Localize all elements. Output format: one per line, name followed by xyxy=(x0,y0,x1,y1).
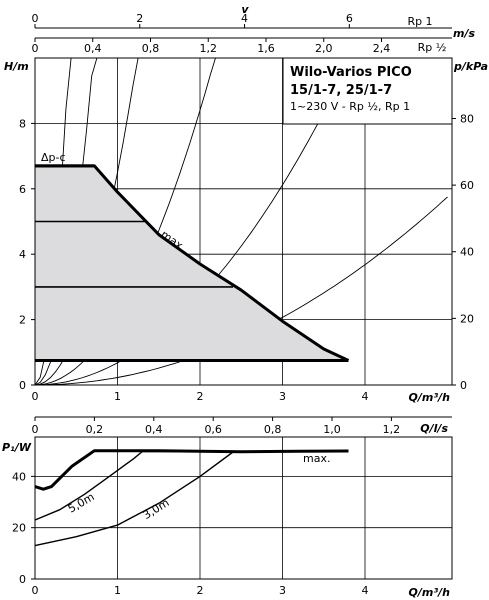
power-plot-frame xyxy=(34,436,453,580)
pressure-tick-label: 60 xyxy=(460,179,474,192)
max-head-curve xyxy=(35,164,350,362)
velocity-axis-rp1: 0 2 4 6 v Rp 1 m/s xyxy=(32,3,476,40)
flow-ls-tick-label: 0,4 xyxy=(145,423,163,436)
head-y-tick-label: 0 xyxy=(19,379,26,392)
title-line-2: 15/1-7, 25/1-7 xyxy=(290,83,392,98)
velocity-rp-half-tick-label: 1,6 xyxy=(257,42,275,55)
head-x-tick-label: 1 xyxy=(114,390,121,403)
velocity-rp-half-tick-label: 0,8 xyxy=(142,42,160,55)
pressure-axis-label: p/kPa xyxy=(453,60,488,73)
velocity-rp1-tick-label: 4 xyxy=(241,12,248,25)
power-chart: 0 0,2 0,4 0,6 0,8 1,0 1,2 Q/l/s 0 1 2 3 4 0 20 40 P₁… xyxy=(2,416,453,599)
velocity-rp-half-tick-label: 2,0 xyxy=(315,42,333,55)
power-x-tick-label: 0 xyxy=(32,584,39,597)
power-x-tick-label: 4 xyxy=(362,584,369,597)
head-x-axis-label: Q/m³/h xyxy=(409,391,451,404)
pressure-tick-label: 0 xyxy=(460,379,467,392)
head-y-tick-label: 8 xyxy=(19,117,26,130)
flow-ls-tick-label: 0,2 xyxy=(86,423,104,436)
flow-ls-tick-label: 0,6 xyxy=(204,423,222,436)
pressure-tick-label: 20 xyxy=(460,312,474,325)
power-series-label-5m: 5,0m xyxy=(66,490,97,515)
power-series-label-max: max. xyxy=(303,452,330,465)
power-y-tick-label: 40 xyxy=(12,470,26,483)
head-plot-frame xyxy=(34,57,453,386)
power-series-line xyxy=(34,450,234,521)
velocity-axis-rp-half-pipe: Rp ½ xyxy=(418,41,447,54)
mode-label: Δp-c xyxy=(41,151,66,164)
velocity-rp1-tick-label: 2 xyxy=(136,12,143,25)
title-line-3: 1~230 V - Rp ½, Rp 1 xyxy=(290,100,410,113)
power-series-line xyxy=(34,449,349,491)
head-x-tick-label: 3 xyxy=(279,390,286,403)
velocity-axis-label: v xyxy=(241,3,249,16)
power-y-tick-label: 20 xyxy=(12,522,26,535)
power-series-line xyxy=(34,451,234,547)
velocity-rp-half-tick-label: 1,2 xyxy=(200,42,218,55)
power-series-label-3m: 3,0m xyxy=(141,496,172,522)
power-x-tick-label: 3 xyxy=(279,584,286,597)
head-x-tick-label: 0 xyxy=(32,390,39,403)
flow-ls-tick-label: 1,0 xyxy=(323,423,341,436)
pressure-tick-label: 40 xyxy=(460,246,474,259)
velocity-rp-half-tick-label: 2,4 xyxy=(373,42,391,55)
velocity-rp-half-tick-label: 0 xyxy=(32,42,39,55)
velocity-axis-rp1-unit: m/s xyxy=(453,27,475,40)
power-x-tick-label: 1 xyxy=(114,584,121,597)
head-chart: 0 1 2 3 4 0 2 4 6 8 0 20 40 60 80 H/m p/kPa Q/m³/h Δ… xyxy=(4,57,488,404)
velocity-rp1-tick-label: 6 xyxy=(346,12,353,25)
power-y-axis-label: P₁/W xyxy=(2,441,32,454)
velocity-rp1-tick-label: 0 xyxy=(32,12,39,25)
velocity-rp-half-tick-label: 0,4 xyxy=(84,42,102,55)
power-top-axis-label: Q/l/s xyxy=(420,422,448,435)
flow-ls-tick-label: 1,2 xyxy=(383,423,401,436)
head-y-tick-label: 2 xyxy=(19,314,26,327)
power-x-tick-label: 2 xyxy=(197,584,204,597)
velocity-axis-rp1-pipe: Rp 1 xyxy=(407,15,432,28)
title-line-1: Wilo-Varios PICO xyxy=(290,65,412,80)
head-y-tick-label: 4 xyxy=(19,248,26,261)
head-y-tick-label: 6 xyxy=(19,183,26,196)
flow-ls-tick-label: 0,8 xyxy=(264,423,282,436)
head-x-tick-label: 4 xyxy=(362,390,369,403)
title-box xyxy=(282,57,453,125)
control-range-area xyxy=(35,165,349,361)
velocity-axis-rp-half: 0 0,4 0,8 1,2 1,6 2,0 2,4 Rp ½ xyxy=(32,37,452,55)
pressure-tick-label: 80 xyxy=(460,112,474,125)
power-y-tick-label: 0 xyxy=(19,573,26,586)
head-y-axis-label: H/m xyxy=(4,60,29,73)
power-x-axis-label: Q/m³/h xyxy=(409,586,451,599)
head-x-tick-label: 2 xyxy=(197,390,204,403)
flow-ls-tick-label: 0 xyxy=(32,423,39,436)
